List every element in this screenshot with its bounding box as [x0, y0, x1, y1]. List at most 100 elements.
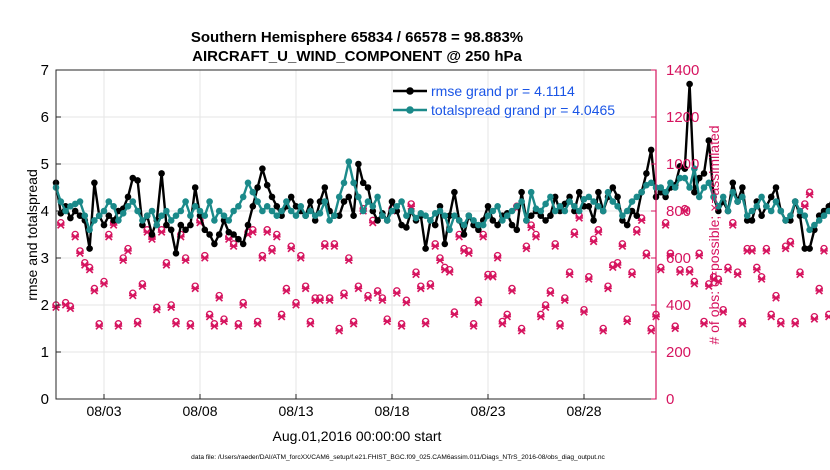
obs-assimilated-marker [613, 261, 622, 269]
obs-assimilated-marker [248, 228, 257, 236]
rmse-point [403, 224, 410, 231]
obs-assimilated-marker [738, 320, 747, 328]
obs-assimilated-marker [767, 312, 776, 321]
rmse-point [191, 184, 199, 191]
obs-assimilated-marker [157, 228, 166, 236]
spread-point [825, 207, 830, 215]
rmse-point [691, 188, 698, 196]
rmse-point [235, 235, 242, 243]
legend-rmse-marker [406, 87, 414, 95]
obs-assimilated-marker [642, 251, 651, 260]
spread-point [379, 212, 386, 219]
obs-assimilated-marker [431, 242, 440, 251]
obs-assimilated-marker [728, 221, 737, 229]
obs-assimilated-marker [325, 296, 334, 305]
spread-point [359, 207, 367, 215]
obs-assimilated-marker [676, 268, 684, 276]
obs-assimilated-marker [637, 216, 646, 225]
rmse-point [71, 207, 79, 215]
spread-point [801, 212, 809, 219]
rmse-point [633, 212, 641, 219]
spread-point [604, 188, 612, 196]
spread-point [758, 193, 765, 201]
spread-point [383, 217, 391, 224]
obs-assimilated-marker [628, 270, 636, 279]
obs-assimilated-marker [340, 291, 348, 300]
obs-assimilated-marker [335, 327, 344, 335]
obs-assimilated-marker [162, 261, 171, 269]
x-tick-label: 08/03 [86, 403, 121, 419]
spread-point [791, 198, 799, 205]
obs-assimilated-marker [210, 322, 219, 330]
rmse-point [806, 245, 813, 252]
spread-point [230, 207, 237, 215]
rmse-point [758, 212, 765, 219]
obs-assimilated-marker [253, 320, 262, 328]
y-left-tick-label: 1 [41, 344, 49, 361]
rmse-point [542, 217, 549, 224]
spread-point [695, 193, 703, 201]
y-left-tick-label: 7 [41, 62, 49, 79]
spread-point [647, 179, 655, 187]
spread-point [158, 212, 165, 219]
spread-point [81, 212, 89, 219]
obs-assimilated-marker [445, 268, 454, 276]
obs-assimilated-marker [436, 256, 444, 265]
spread-point [268, 207, 276, 215]
obs-assimilated-marker [666, 251, 675, 260]
obs-assimilated-marker [464, 249, 473, 258]
spread-point [441, 212, 449, 219]
y-left-tick-label: 2 [41, 297, 49, 314]
rmse-point [124, 193, 132, 201]
obs-assimilated-marker [282, 287, 291, 295]
rmse-point [177, 221, 185, 229]
y-left-tick-label: 3 [41, 250, 49, 267]
x-tick-label: 08/28 [566, 403, 601, 419]
rmse-point [686, 80, 693, 88]
obs-assimilated-marker [733, 270, 742, 279]
obs-assimilated-marker [421, 320, 430, 328]
rmse-point [287, 193, 295, 201]
spread-point [191, 203, 199, 210]
spread-point [628, 198, 636, 205]
rmse-point [614, 193, 621, 201]
rmse-point [695, 174, 703, 182]
rmse-point [110, 217, 117, 224]
spread-point [571, 203, 578, 210]
y-right-tick-label: 1000 [666, 156, 699, 173]
rmse-point [244, 221, 252, 229]
obs-assimilated-marker [575, 214, 584, 222]
rmse-point [215, 231, 223, 238]
spread-point [455, 217, 463, 224]
obs-assimilated-marker [205, 312, 214, 321]
obs-assimilated-marker [402, 298, 411, 307]
spread-point [470, 217, 477, 224]
rmse-point [364, 184, 372, 191]
obs-assimilated-marker [61, 301, 70, 309]
rmse-point [705, 137, 713, 144]
spread-point [167, 217, 175, 224]
obs-assimilated-marker [589, 237, 598, 246]
obs-assimilated-marker [493, 254, 502, 262]
spread-point [686, 184, 693, 191]
spread-point [724, 207, 732, 215]
spread-point [398, 198, 405, 205]
obs-assimilated-marker [551, 242, 560, 251]
rmse-point [585, 203, 593, 210]
obs-assimilated-marker [474, 298, 483, 307]
obs-assimilated-marker [810, 315, 819, 323]
rmse-point [76, 212, 84, 219]
spread-point [220, 212, 228, 219]
rmse-point [748, 217, 756, 224]
spread-point [700, 184, 708, 191]
rmse-point [643, 170, 650, 177]
x-tick-label: 08/08 [182, 403, 217, 419]
rmse-point [259, 165, 266, 172]
obs-assimilated-marker [85, 265, 94, 274]
spread-point [527, 188, 535, 196]
rmse-point [623, 221, 631, 229]
obs-assimilated-marker [479, 233, 488, 241]
spread-point [508, 207, 516, 215]
rmse-point [292, 203, 300, 210]
obs-assimilated-marker [138, 282, 147, 290]
